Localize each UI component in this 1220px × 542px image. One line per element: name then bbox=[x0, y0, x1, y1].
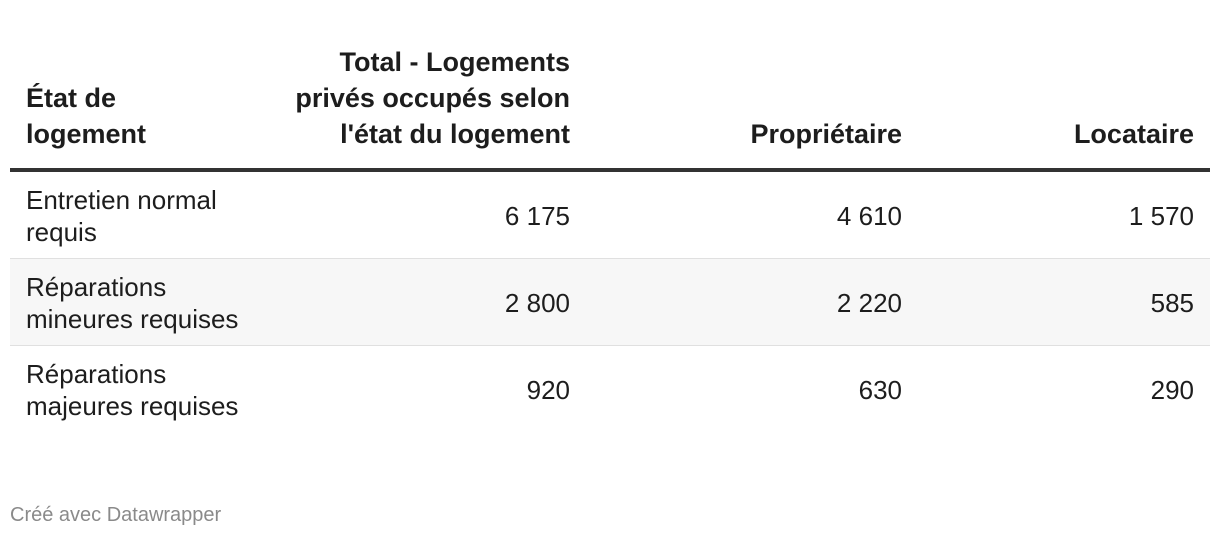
cell-locataire: 290 bbox=[1150, 375, 1194, 405]
cell-locataire: 585 bbox=[918, 258, 1210, 346]
cell-locataire: 1 570 bbox=[918, 170, 1210, 259]
cell-proprietaire: 4 610 bbox=[586, 170, 918, 259]
column-header-total: Total - Logements privés occupés selon l… bbox=[258, 0, 586, 172]
data-table-container: État de logement Total - Logements privé… bbox=[10, 0, 1210, 432]
row-label: Réparations majeures requises bbox=[26, 359, 239, 421]
column-header-locataire: Locataire bbox=[918, 0, 1210, 172]
cell-proprietaire: 630 bbox=[858, 375, 902, 405]
cell-proprietaire: 2 220 bbox=[586, 258, 918, 346]
table-row: Entretien normal requis 6 175 4 610 1 57… bbox=[10, 170, 1210, 259]
cell-total: 6 175 bbox=[258, 170, 586, 259]
table-row: Réparations majeures requises 920 630 29… bbox=[10, 346, 1210, 433]
cell-total: 920 bbox=[526, 375, 570, 405]
column-header-proprietaire: Propriétaire bbox=[586, 0, 918, 172]
column-header-etat: État de logement bbox=[10, 0, 258, 172]
datawrapper-credit: Créé avec Datawrapper bbox=[10, 504, 222, 526]
table-header-row: État de logement Total - Logements privé… bbox=[10, 0, 1210, 172]
row-label: Entretien normal requis bbox=[10, 170, 258, 259]
cell-total: 2 800 bbox=[258, 258, 586, 346]
table-row: Réparations mineures requises 2 800 2 22… bbox=[10, 258, 1210, 346]
data-table: État de logement Total - Logements privé… bbox=[10, 0, 1210, 432]
row-label: Réparations mineures requises bbox=[10, 258, 258, 346]
